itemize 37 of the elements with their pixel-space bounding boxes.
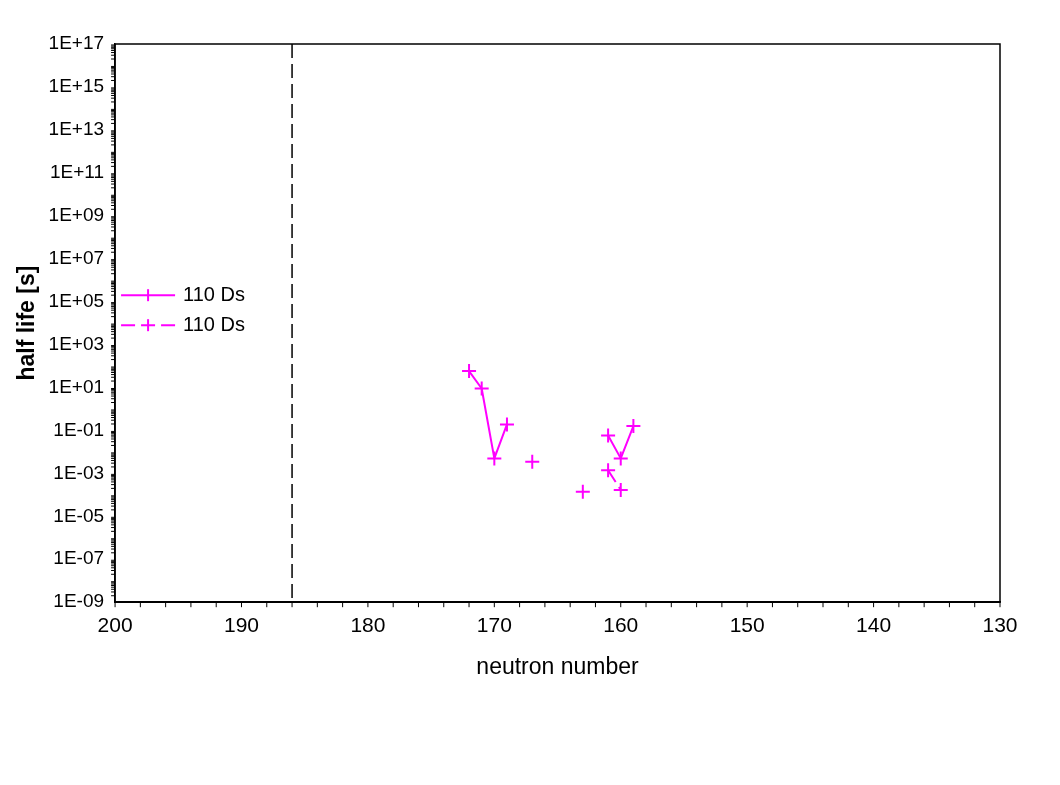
y-tick-label: 1E+01 [48, 375, 105, 397]
x-tick-label: 170 [476, 612, 512, 636]
point [612, 450, 629, 467]
point [600, 462, 617, 479]
point [486, 450, 503, 467]
x-tick-label: 180 [350, 612, 386, 636]
x-tick-label: 200 [97, 612, 133, 636]
point [612, 481, 629, 498]
x-tick-label: 140 [856, 612, 892, 636]
y-tick-label: 1E+11 [50, 161, 105, 183]
point [524, 453, 541, 470]
legend-label: 110 Ds [183, 312, 245, 335]
point [574, 483, 591, 500]
y-tick-label: 1E-05 [53, 504, 105, 526]
y-tick-label: 1E+17 [48, 32, 105, 54]
x-axis-title: neutron number [476, 652, 640, 679]
y-tick-label: 1E-01 [53, 418, 105, 440]
y-tick-label: 1E+05 [48, 289, 105, 311]
y-tick-label: 1E+09 [48, 203, 105, 225]
x-tick-label: 130 [982, 612, 1018, 636]
y-tick-label: 1E-03 [53, 461, 105, 483]
x-tick-label: 150 [729, 612, 765, 636]
y-tick-label: 1E+03 [48, 332, 105, 354]
point [600, 427, 617, 444]
y-axis-title: half life [s] [13, 265, 40, 381]
x-tick-label: 190 [223, 612, 260, 636]
point [461, 363, 478, 380]
y-tick-label: 1E+13 [48, 118, 105, 140]
point [473, 380, 490, 397]
x-tick-label: 160 [603, 612, 639, 636]
point [498, 416, 515, 433]
y-tick-label: 1E+15 [48, 75, 105, 97]
y-tick-label: 1E-07 [53, 547, 105, 569]
y-tick-label: 1E-09 [53, 590, 105, 612]
point [625, 418, 642, 435]
legend-label: 110 Ds [183, 282, 245, 305]
y-tick-label: 1E+07 [48, 246, 105, 268]
